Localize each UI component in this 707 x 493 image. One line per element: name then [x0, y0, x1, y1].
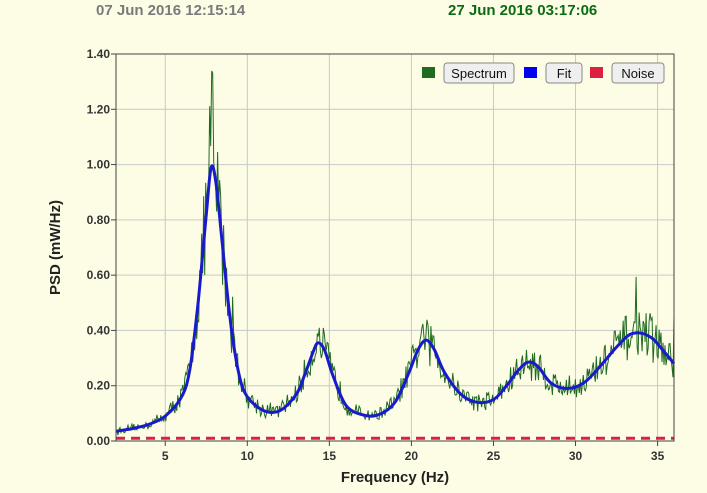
x-tick-label: 20	[405, 449, 419, 463]
start-timestamp: 07 Jun 2016 12:15:14	[96, 2, 246, 19]
y-tick-label: 1.40	[87, 47, 111, 61]
y-axis-label: PSD (mW/Hz)	[47, 200, 64, 295]
x-axis-label: Frequency (Hz)	[341, 469, 449, 486]
legend: Spectrum Fit Noise	[422, 62, 665, 84]
y-tick-label: 1.00	[87, 158, 111, 172]
y-tick-label: 1.20	[87, 102, 111, 116]
grid-lines	[116, 54, 674, 441]
x-tick-label: 25	[487, 449, 501, 463]
x-tick-label: 35	[651, 449, 665, 463]
end-timestamp: 27 Jun 2016 03:17:06	[448, 2, 598, 19]
x-tick-label: 30	[569, 449, 583, 463]
y-tick-label: 0.40	[87, 323, 111, 337]
y-tick-label: 0.80	[87, 213, 111, 227]
y-axis-ticks: 0.00 0.20 0.40 0.60 0.80 1.00 1.20 1.40	[87, 47, 116, 448]
y-tick-label: 0.60	[87, 268, 111, 282]
legend-toggle-fit[interactable]	[545, 62, 583, 84]
legend-label-noise: Noise	[621, 66, 654, 81]
legend-swatch-spectrum	[422, 67, 435, 78]
plot-frame	[115, 53, 675, 442]
y-tick-label: 0.20	[87, 379, 111, 393]
series-fit-line	[115, 164, 676, 433]
plot-area	[116, 54, 674, 441]
series-spectrum-line	[115, 70, 675, 436]
legend-swatch-fit	[524, 67, 537, 78]
legend-toggle-noise[interactable]	[611, 62, 665, 84]
legend-label-fit: Fit	[557, 66, 572, 81]
x-tick-label: 15	[323, 449, 337, 463]
x-tick-label: 10	[241, 449, 255, 463]
y-tick-label: 0.00	[87, 434, 111, 448]
x-axis-ticks: 5 10 15 20 25 30 35	[162, 441, 665, 463]
legend-swatch-noise	[590, 67, 603, 78]
legend-toggle-spectrum[interactable]	[443, 62, 515, 84]
x-tick-label: 5	[162, 449, 169, 463]
legend-label-spectrum: Spectrum	[451, 66, 507, 81]
